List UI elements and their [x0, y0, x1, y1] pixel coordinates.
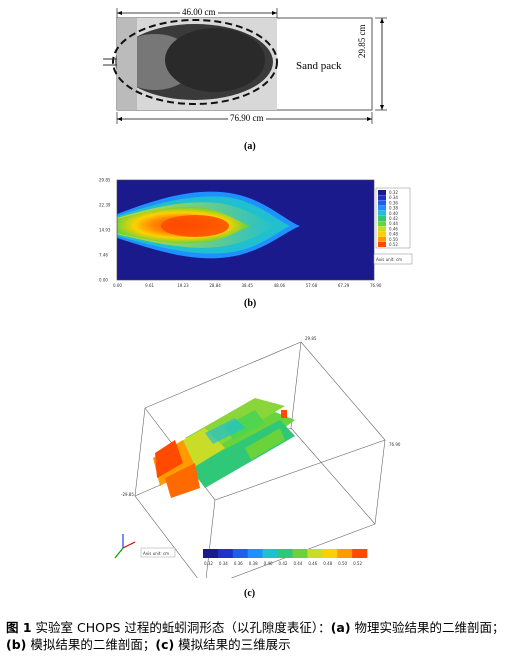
colorbar-segment: [203, 549, 219, 558]
caption-text-c: 模拟结果的三维展示: [174, 637, 291, 652]
legend-value-label: 0.46: [389, 226, 398, 231]
axis-unit-label: Axis unit: cm: [143, 551, 169, 556]
colorbar-tick-label: 0.50: [338, 561, 347, 566]
legend-swatch: [378, 236, 386, 242]
legend-swatch: [378, 205, 386, 211]
colorbar-tick-label: 0.42: [279, 561, 288, 566]
legend-swatch: [378, 226, 386, 232]
panel-c-3d-wormhole-view: Axis unit: cm 0.32 0.34 0.36 0.38 0.40 0.42 0.…: [114, 336, 401, 578]
colorbar-segment: [307, 549, 323, 558]
legend-unit-label: Axis unit: cm: [376, 257, 402, 262]
panel-c-sublabel: (c): [244, 588, 256, 599]
corner-label-right: 76.90: [389, 442, 401, 447]
x-tick-label: 38.45: [242, 283, 254, 288]
sand-pack-label: Sand pack: [296, 60, 342, 72]
caption-mark-c: (c): [155, 637, 175, 652]
legend-swatch: [378, 231, 386, 237]
x-tick-label: 28.84: [209, 283, 221, 288]
colorbar-tick-label: 0.34: [219, 561, 228, 566]
legend-value-label: 0.38: [389, 206, 398, 211]
colorbar-segment: [277, 549, 293, 558]
figure-caption: 图 1 实验室 CHOPS 过程的蚯蚓洞形态（以孔隙度表征）：(a) 物理实验结…: [6, 619, 506, 653]
x-tick-label: 48.06: [274, 283, 286, 288]
x-tick-label: 67.29: [338, 283, 350, 288]
caption-mark-b: (b): [6, 637, 27, 652]
dimension-top-label: 46.00 cm: [180, 7, 218, 17]
dimension-right-label: 29.85 cm: [357, 22, 367, 60]
x-tick-label: 9.61: [145, 283, 154, 288]
legend-swatch: [378, 200, 386, 206]
legend-value-label: 0.42: [389, 216, 398, 221]
legend-swatch: [378, 190, 386, 195]
colorbar-segment: [322, 549, 338, 558]
colorbar-tick-label: 0.44: [293, 561, 302, 566]
y-tick-label: 7.46: [99, 253, 108, 258]
figure-number: 图 1: [6, 620, 32, 635]
corner-label-top: 29.85: [305, 336, 317, 341]
legend-value-label: 0.34: [389, 195, 398, 200]
caption-text-a: 物理实验结果的二维剖面；: [350, 620, 505, 635]
dimension-bottom-label: 76.90 cm: [228, 113, 266, 123]
panel-b-sublabel: (b): [244, 298, 257, 309]
x-tick-label: 57.68: [306, 283, 318, 288]
legend-value-label: 0.48: [389, 232, 398, 237]
panel-a-sublabel: (a): [244, 141, 256, 152]
axis-unit-box: [140, 547, 176, 558]
y-tick-label: 22.39: [99, 203, 111, 208]
legend-value-label: 0.44: [389, 221, 398, 226]
colorbar-segment: [337, 549, 353, 558]
colorbar-segment: [232, 549, 249, 558]
colorbar-tick-label: 0.38: [249, 561, 258, 566]
corner-label-left: -29.85: [121, 492, 134, 497]
caption-text-intro: 实验室 CHOPS 过程的蚯蚓洞形态（以孔隙度表征）：: [31, 620, 331, 635]
legend-swatch: [378, 195, 386, 201]
legend-value-label: 0.50: [389, 237, 398, 242]
colorbar-segment: [262, 549, 278, 558]
colorbar-segment: [292, 549, 308, 558]
caption-text-b: 模拟结果的二维剖面；: [26, 637, 156, 652]
caption-mark-a: (a): [330, 620, 351, 635]
legend-value-label: 0.32: [389, 190, 398, 195]
colorbar-tick-label: 0.32: [204, 561, 213, 566]
wormhole-dashed-outline: [112, 19, 278, 105]
colorbar-segment: [217, 549, 234, 558]
axis-triad-icon: [114, 534, 136, 559]
legend-value-label: 0.40: [389, 211, 398, 216]
colorbar-tick-label: 0.46: [308, 561, 317, 566]
x-tick-label: 76.90: [370, 283, 382, 288]
colorbar-tick-label: 0.36: [234, 561, 243, 566]
legend-swatch: [378, 210, 386, 216]
x-tick-label: 19.23: [177, 283, 189, 288]
y-tick-label: 0.00: [99, 278, 108, 283]
y-tick-label: 14.93: [99, 228, 111, 233]
legend-swatch: [378, 221, 386, 227]
colorbar-tick-label: 0.48: [323, 561, 332, 566]
legend-swatch: [378, 216, 386, 221]
colorbar-segment: [352, 549, 368, 558]
panel-a-photo-diagram: [103, 8, 387, 124]
y-tick-label: 29.85: [99, 178, 111, 183]
colorbar-segment: [247, 549, 263, 558]
wormhole-3d-body: [153, 398, 295, 498]
legend-swatch: [378, 242, 386, 247]
panel-b-2d-porosity-map: 0.320.340.360.380.400.420.440.460.480.50…: [99, 178, 413, 288]
colorbar-tick-label: 0.52: [353, 561, 362, 566]
x-tick-label: 0.00: [113, 283, 122, 288]
legend-unit-box: [373, 253, 413, 265]
legend-value-label: 0.36: [389, 200, 398, 205]
colorbar-tick-label: 0.40: [264, 561, 273, 566]
legend-value-label: 0.52: [389, 242, 398, 247]
